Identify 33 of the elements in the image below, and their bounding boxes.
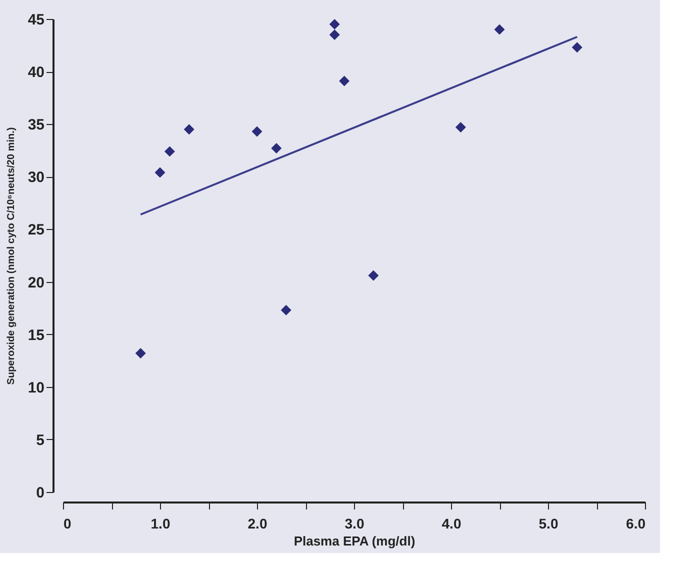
y-axis-title: Superoxide generation (nmol cyto C/10⁶neuts/20 min.) [6, 127, 17, 385]
point [572, 42, 582, 53]
x-tick-label: 0 [64, 516, 72, 532]
x-tick-label: 4.0 [442, 516, 462, 532]
x-axis-title: Plasma EPA (mg/dl) [294, 534, 416, 548]
y-tick-label: 35 [28, 116, 44, 134]
point [280, 304, 292, 316]
point [184, 124, 194, 135]
y-tick-label: 0 [36, 484, 44, 502]
y-tick-label: 5 [36, 432, 44, 449]
y-tick-label: 25 [28, 222, 44, 239]
point [455, 122, 466, 133]
point [164, 146, 175, 157]
point [271, 143, 282, 154]
y-tick-label: 45 [28, 12, 44, 28]
y-tick-label: 10 [28, 379, 44, 396]
point [339, 76, 350, 86]
x-tick-label: 1.0 [150, 516, 170, 532]
y-tick-label: 20 [28, 274, 44, 292]
point [368, 270, 379, 281]
point [494, 24, 505, 35]
x-tick-label: 6.0 [626, 516, 646, 532]
point [252, 126, 262, 137]
y-tick-label: 30 [28, 169, 44, 186]
x-tick-label: 5.0 [538, 516, 558, 532]
y-tick-label: 40 [28, 64, 44, 82]
x-tick-label: 2.0 [248, 516, 268, 532]
point [135, 348, 146, 358]
x-tick-label: 3.0 [344, 516, 364, 532]
y-tick-label: 15 [28, 326, 44, 344]
point [329, 19, 340, 30]
point [154, 167, 166, 178]
point [329, 30, 340, 40]
